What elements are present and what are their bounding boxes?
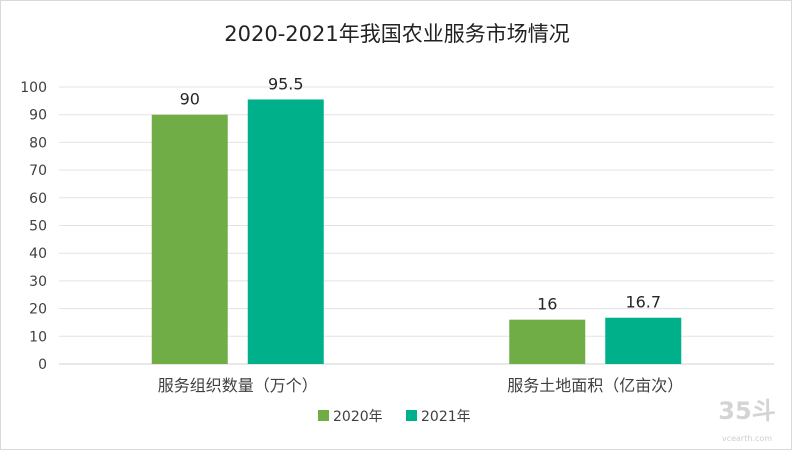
watermark-logo: 35斗 (718, 397, 775, 425)
y-tick-label: 40 (29, 246, 47, 262)
watermark-site: vcearth.com (722, 434, 772, 443)
y-tick-label: 90 (29, 108, 47, 124)
y-tick-label: 60 (29, 191, 47, 207)
data-label: 16.7 (625, 293, 661, 312)
y-tick-label: 50 (29, 219, 47, 235)
chart-title: 2020-2021年我国农业服务市场情况 (224, 22, 569, 46)
legend-label: 2020年 (333, 409, 383, 425)
category-labels: 服务组织数量（万个） 服务土地面积（亿亩次） (158, 376, 684, 395)
y-tick-label: 100 (20, 80, 47, 96)
data-label: 90 (180, 90, 200, 109)
y-axis-ticks: 0 10 20 30 40 50 60 70 80 90 100 (20, 80, 47, 373)
bars (151, 99, 682, 364)
category-label: 服务土地面积（亿亩次） (507, 376, 683, 395)
legend: 2020年 2021年 (318, 409, 471, 425)
data-label: 16 (537, 295, 557, 314)
y-tick-label: 70 (29, 163, 47, 179)
legend-swatch (318, 410, 329, 421)
y-tick-label: 10 (29, 329, 47, 345)
watermark: 35斗 vcearth.com (718, 397, 775, 443)
data-labels: 90 95.5 16 16.7 (180, 74, 661, 313)
legend-label: 2021年 (421, 409, 471, 425)
y-tick-label: 20 (29, 302, 47, 318)
data-label: 95.5 (268, 74, 304, 93)
bar (247, 99, 324, 364)
y-tick-label: 0 (38, 357, 47, 373)
legend-swatch (406, 410, 417, 421)
y-tick-label: 80 (29, 135, 47, 151)
bar (605, 317, 682, 364)
bar (151, 114, 228, 364)
bar (509, 319, 586, 364)
category-label: 服务组织数量（万个） (158, 376, 318, 395)
y-tick-label: 30 (29, 274, 47, 290)
